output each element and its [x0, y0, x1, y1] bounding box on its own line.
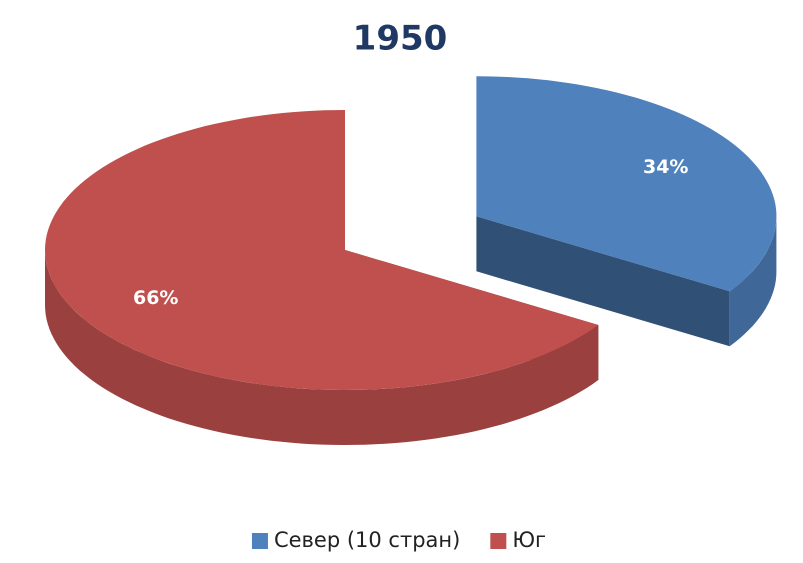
legend-label: Юг: [512, 528, 546, 552]
pie-slice: [476, 76, 777, 292]
slice-side-face: [476, 216, 730, 347]
data-label: 34%: [643, 156, 688, 178]
legend-swatch: [251, 533, 268, 549]
pie-slice-group: 34%: [476, 76, 777, 347]
legend-label: Север (10 стран): [274, 528, 460, 552]
legend: Север (10 стран) Юг: [251, 528, 546, 552]
legend-swatch: [490, 533, 507, 549]
chart-title: 1950: [353, 19, 448, 59]
slice-outer-wall: [45, 250, 599, 445]
pie-slice-group: 66%: [45, 110, 599, 445]
pie-slice: [45, 110, 599, 390]
data-label: 66%: [133, 287, 178, 309]
slice-outer-wall: [729, 216, 777, 347]
